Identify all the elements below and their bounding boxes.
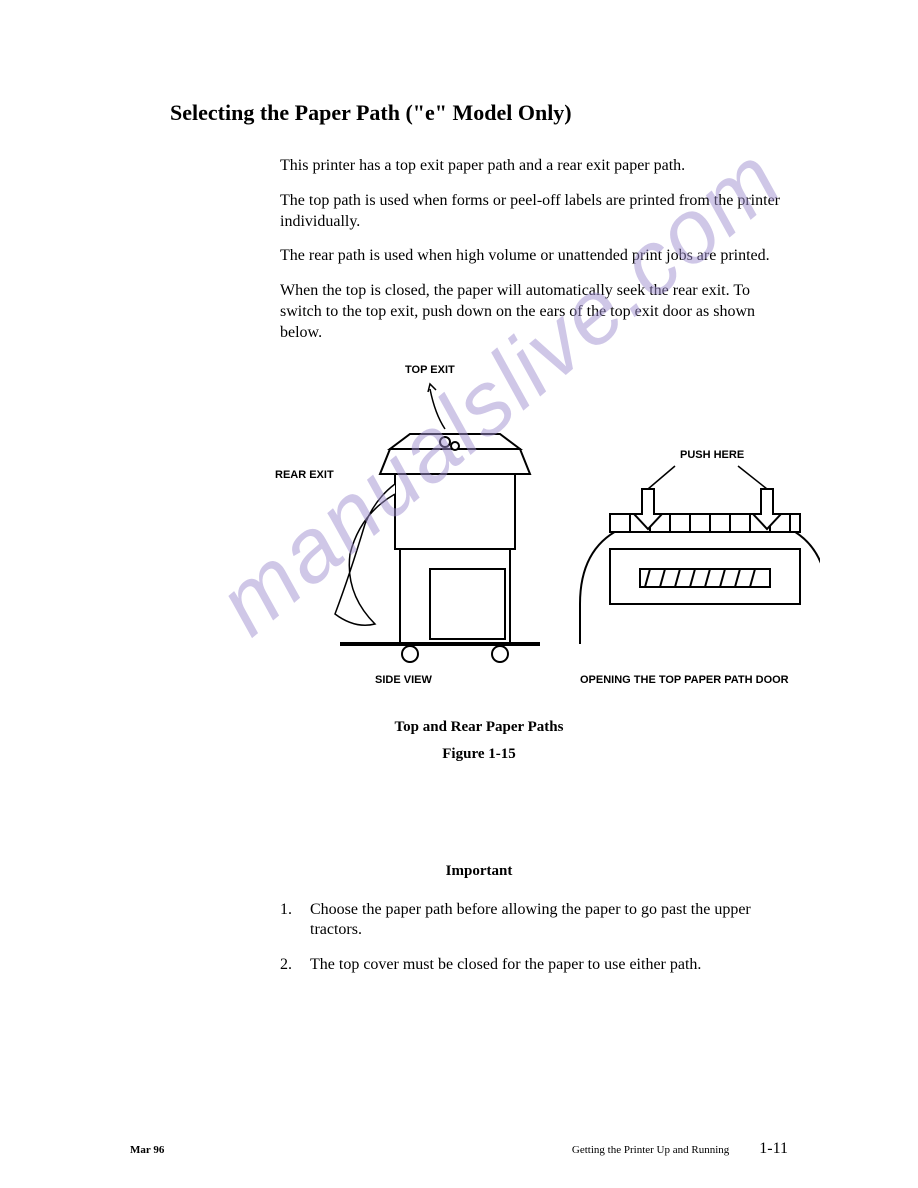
important-item-1: Choose the paper path before allowing th… xyxy=(280,900,788,942)
paragraph-4: When the top is closed, the paper will a… xyxy=(280,281,788,343)
footer-section: Getting the Printer Up and Running xyxy=(572,1144,729,1156)
important-section: Important Choose the paper path before a… xyxy=(280,863,788,976)
page-footer: Mar 96 Getting the Printer Up and Runnin… xyxy=(130,1140,788,1158)
printer-diagram-svg xyxy=(280,374,820,674)
footer-date: Mar 96 xyxy=(130,1144,164,1156)
diagram: TOP EXIT REAR EXIT PUSH HERE SIDE VIEW O… xyxy=(280,364,820,694)
body-text: This printer has a top exit paper path a… xyxy=(280,156,788,344)
figure-number: Figure 1-15 xyxy=(170,746,788,763)
important-item-2: The top cover must be closed for the pap… xyxy=(280,955,788,976)
important-heading: Important xyxy=(170,863,788,880)
footer-page-number: 1-11 xyxy=(759,1140,788,1158)
important-list: Choose the paper path before allowing th… xyxy=(280,900,788,976)
paragraph-3: The rear path is used when high volume o… xyxy=(280,246,788,267)
label-opening-door: OPENING THE TOP PAPER PATH DOOR xyxy=(580,674,789,686)
figure-title: Top and Rear Paper Paths xyxy=(170,719,788,736)
page-heading: Selecting the Paper Path ("e" Model Only… xyxy=(170,100,788,126)
label-side-view: SIDE VIEW xyxy=(375,674,432,686)
paragraph-2: The top path is used when forms or peel-… xyxy=(280,191,788,233)
paragraph-1: This printer has a top exit paper path a… xyxy=(280,156,788,177)
